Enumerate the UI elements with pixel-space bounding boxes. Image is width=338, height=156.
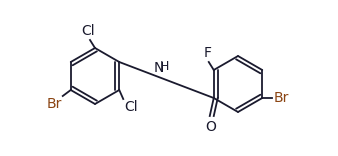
Text: N: N: [153, 61, 164, 75]
Text: H: H: [160, 60, 169, 73]
Text: Br: Br: [46, 97, 62, 111]
Text: O: O: [205, 120, 216, 134]
Text: Cl: Cl: [81, 24, 95, 38]
Text: Cl: Cl: [124, 100, 138, 114]
Text: F: F: [204, 46, 212, 60]
Text: Br: Br: [273, 91, 289, 105]
